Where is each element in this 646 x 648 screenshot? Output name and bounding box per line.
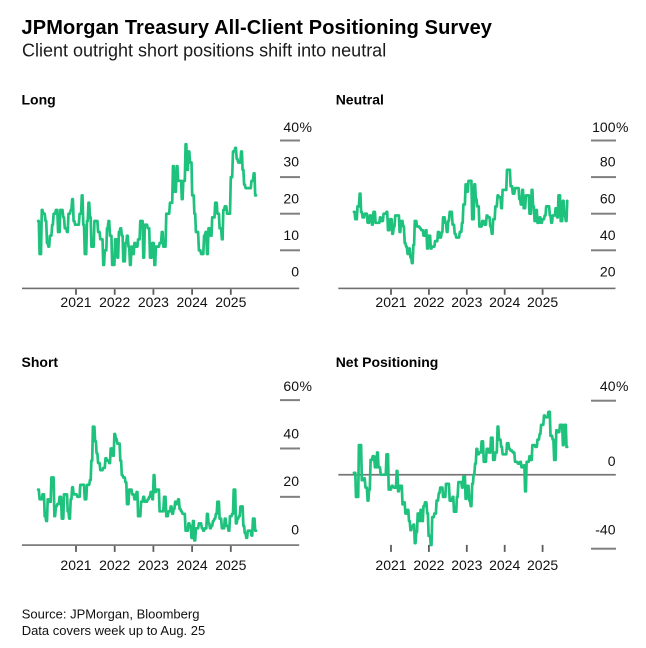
svg-text:0: 0: [291, 264, 299, 280]
svg-text:40: 40: [283, 426, 299, 442]
svg-text:JPMorgan Treasury All-Client P: JPMorgan Treasury All-Client Positioning…: [22, 17, 493, 39]
svg-text:40: 40: [283, 119, 299, 135]
svg-text:30: 30: [283, 154, 299, 170]
svg-text:100: 100: [592, 119, 616, 135]
svg-text:80: 80: [600, 154, 616, 170]
svg-text:2023: 2023: [451, 294, 482, 310]
svg-text:60: 60: [283, 378, 299, 394]
svg-text:2021: 2021: [60, 294, 91, 310]
svg-text:2024: 2024: [177, 557, 208, 573]
svg-text:20: 20: [600, 264, 616, 280]
svg-text:2021: 2021: [60, 557, 91, 573]
svg-text:2022: 2022: [99, 294, 130, 310]
svg-text:%: %: [616, 378, 628, 394]
svg-text:2023: 2023: [138, 557, 169, 573]
svg-text:0: 0: [608, 453, 616, 469]
svg-text:40: 40: [600, 378, 616, 394]
svg-text:2022: 2022: [413, 294, 444, 310]
svg-text:2021: 2021: [375, 294, 406, 310]
svg-text:2024: 2024: [489, 557, 520, 573]
svg-text:40: 40: [600, 227, 616, 243]
svg-text:Source: JPMorgan, Bloomberg: Source: JPMorgan, Bloomberg: [22, 607, 200, 622]
svg-text:2022: 2022: [99, 557, 130, 573]
svg-text:0: 0: [291, 521, 299, 537]
svg-text:2025: 2025: [215, 294, 246, 310]
svg-text:2025: 2025: [215, 557, 246, 573]
svg-text:2023: 2023: [451, 557, 482, 573]
svg-text:2022: 2022: [413, 557, 444, 573]
svg-text:%: %: [300, 119, 312, 135]
svg-text:Long: Long: [22, 91, 56, 107]
svg-text:%: %: [300, 378, 312, 394]
svg-text:Data covers week up to Aug. 25: Data covers week up to Aug. 25: [22, 623, 206, 638]
svg-text:Neutral: Neutral: [336, 91, 384, 107]
svg-text:2025: 2025: [527, 294, 558, 310]
svg-text:Short: Short: [22, 354, 59, 370]
svg-text:10: 10: [283, 227, 299, 243]
svg-text:Net Positioning: Net Positioning: [336, 354, 439, 370]
svg-text:20: 20: [283, 190, 299, 206]
svg-text:2021: 2021: [375, 557, 406, 573]
svg-text:20: 20: [283, 473, 299, 489]
svg-text:2025: 2025: [527, 557, 558, 573]
svg-text:-40: -40: [595, 521, 615, 537]
svg-text:60: 60: [600, 190, 616, 206]
svg-text:%: %: [616, 119, 628, 135]
svg-text:2024: 2024: [177, 294, 208, 310]
svg-text:Client outright short position: Client outright short positions shift in…: [22, 41, 386, 61]
svg-text:2024: 2024: [489, 294, 520, 310]
svg-text:2023: 2023: [138, 294, 169, 310]
